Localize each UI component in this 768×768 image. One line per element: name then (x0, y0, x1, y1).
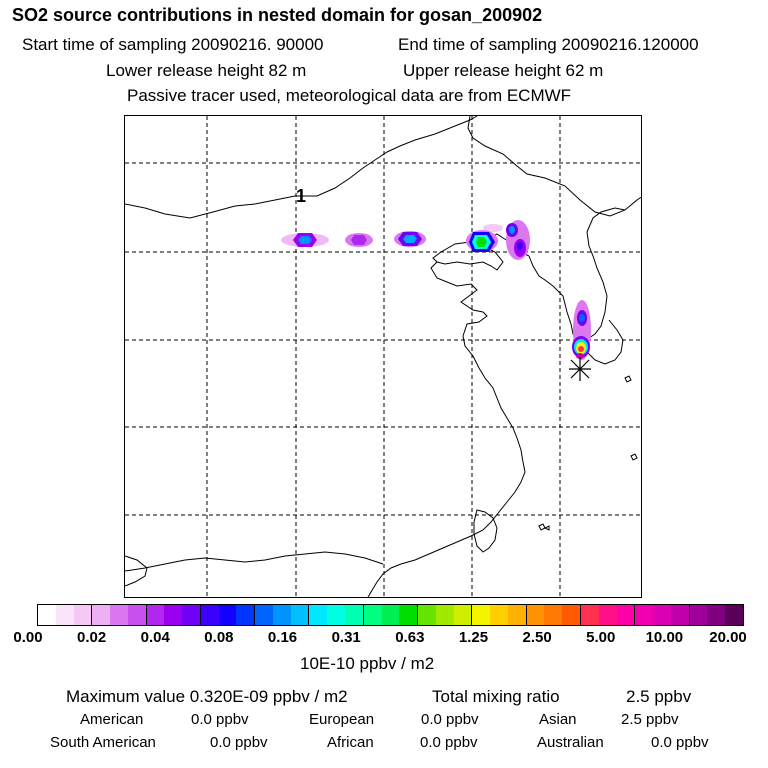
colorbar-segment (435, 605, 454, 625)
colorbar-segment (689, 605, 708, 625)
colorbar-segment (707, 605, 726, 625)
colorbar-segment (363, 605, 382, 625)
plot-title: SO2 source contributions in nested domai… (12, 5, 543, 25)
colorbar (37, 604, 744, 626)
south-american-label: South American (50, 734, 156, 751)
plume-4 (466, 224, 503, 252)
colorbar-segment (236, 605, 256, 625)
colorbar-tick-label: 20.00 (709, 629, 747, 646)
australian-value: 0.0 ppbv (651, 734, 709, 751)
colorbar-segment (182, 605, 201, 625)
colorbar-segment (146, 605, 165, 625)
colorbar-segment (381, 605, 400, 625)
colorbar-segment (272, 605, 291, 625)
colorbar-segment (399, 605, 419, 625)
african-label: African (327, 734, 374, 751)
colorbar-segment (218, 605, 237, 625)
colorbar-segment (580, 605, 599, 625)
plume-6 (572, 300, 591, 360)
colorbar-tick-label: 0.16 (267, 629, 298, 646)
colorbar-segment (92, 605, 111, 625)
colorbar-segment (490, 605, 508, 625)
colorbar-tick-label: 0.04 (140, 629, 170, 646)
colorbar-segment (526, 605, 545, 625)
plume-5 (506, 220, 530, 260)
colorbar-segment (670, 605, 690, 625)
upper-height-label: Upper release height 62 m (403, 61, 604, 80)
tracer-note: Passive tracer used, meteorological data… (127, 86, 572, 105)
colorbar-tick-label: 2.50 (522, 629, 552, 646)
american-label: American (80, 711, 144, 728)
colorbar-tick-label: 1.25 (458, 629, 489, 646)
max-value-label: Maximum value 0.320E-09 ppbv / m2 (66, 687, 348, 706)
colorbar-segment (110, 605, 128, 625)
colorbar-segment (127, 605, 147, 625)
plume-2 (345, 233, 373, 247)
colorbar-tick-label: 0.08 (204, 629, 234, 646)
asterisk-receptor-icon (569, 357, 591, 381)
colorbar-segment (507, 605, 527, 625)
colorbar-segment (73, 605, 93, 625)
south-american-value: 0.0 ppbv (210, 734, 268, 751)
colorbar-tick-label: 10.00 (645, 629, 684, 646)
colorbar-tick-label: 0.63 (395, 629, 425, 646)
source-label: 1 (296, 186, 306, 206)
african-value: 0.0 ppbv (420, 734, 478, 751)
colorbar-units: 10E-10 ppbv / m2 (300, 654, 435, 673)
australian-label: Australian (537, 734, 604, 751)
colorbar-segment (725, 605, 743, 625)
plume-3 (394, 231, 426, 247)
map-panel: 1 (124, 115, 642, 598)
colorbar-segment (544, 605, 563, 625)
colorbar-segment (598, 605, 617, 625)
colorbar-segment (616, 605, 636, 625)
american-value: 0.0 ppbv (191, 711, 249, 728)
colorbar-segment (453, 605, 473, 625)
plume-contours (281, 220, 591, 360)
plume-1 (281, 233, 329, 247)
asian-value: 2.5 ppbv (621, 711, 679, 728)
colorbar-segment (472, 605, 491, 625)
european-value: 0.0 ppbv (421, 711, 479, 728)
colorbar-segment (255, 605, 273, 625)
european-label: European (309, 711, 375, 728)
colorbar-segment (345, 605, 364, 625)
total-mixing-value: 2.5 ppbv (626, 687, 692, 706)
colorbar-tick-label: 0.31 (331, 629, 361, 646)
colorbar-segment (290, 605, 310, 625)
colorbar-segment (635, 605, 654, 625)
colorbar-tick-label: 0.02 (77, 629, 107, 646)
colorbar-tick-label: 5.00 (586, 629, 616, 646)
map-canvas: 1 (125, 116, 641, 597)
colorbar-tick-label: 0.00 (13, 629, 43, 646)
colorbar-segment (200, 605, 219, 625)
colorbar-segment (38, 605, 56, 625)
start-time-label: Start time of sampling 20090216. 90000 (22, 35, 324, 54)
colorbar-segment (327, 605, 346, 625)
total-mixing-label: Total mixing ratio (432, 687, 560, 706)
colorbar-segment (309, 605, 328, 625)
colorbar-segment (55, 605, 74, 625)
end-time-label: End time of sampling 20090216.120000 (398, 35, 699, 54)
asian-label: Asian (539, 711, 577, 728)
colorbar-segment (562, 605, 581, 625)
lower-height-label: Lower release height 82 m (106, 61, 307, 80)
grid-lines (125, 116, 641, 597)
colorbar-segment (653, 605, 671, 625)
colorbar-segment (418, 605, 436, 625)
colorbar-segment (164, 605, 183, 625)
